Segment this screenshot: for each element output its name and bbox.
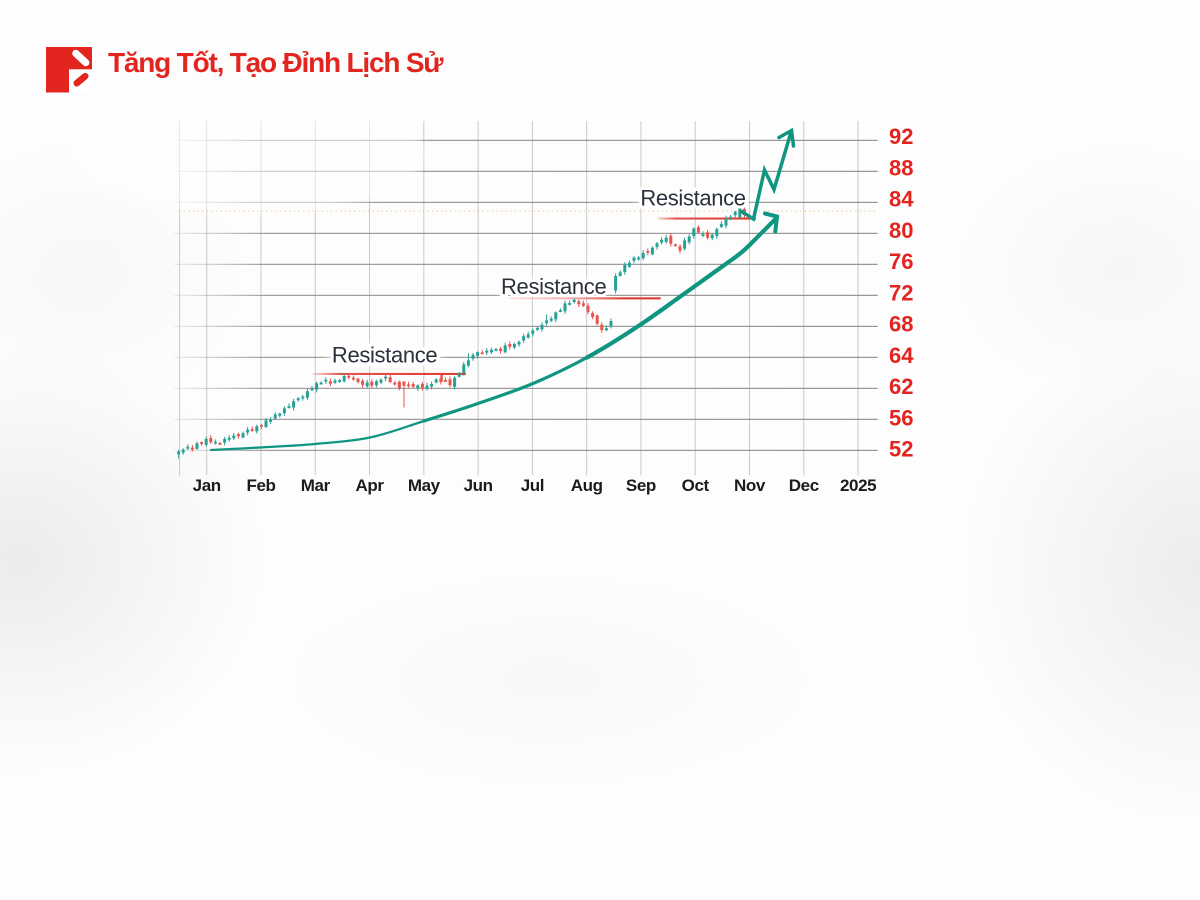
svg-text:92: 92 — [889, 124, 913, 149]
svg-text:52: 52 — [889, 437, 913, 462]
svg-text:80: 80 — [889, 218, 913, 243]
svg-text:Tăng Tốt, Tạo Đỉnh Lịch Sử: Tăng Tốt, Tạo Đỉnh Lịch Sử — [108, 47, 444, 78]
svg-text:Jun: Jun — [464, 476, 493, 495]
svg-text:Dec: Dec — [789, 476, 819, 495]
svg-text:76: 76 — [889, 249, 913, 274]
svg-text:May: May — [408, 476, 441, 495]
svg-text:Resistance: Resistance — [332, 343, 437, 368]
svg-text:Feb: Feb — [246, 476, 275, 495]
svg-text:72: 72 — [889, 280, 913, 305]
svg-text:Jul: Jul — [521, 476, 544, 495]
svg-text:56: 56 — [889, 405, 913, 430]
svg-text:2025: 2025 — [840, 476, 876, 495]
svg-text:68: 68 — [889, 312, 913, 337]
svg-text:62: 62 — [889, 374, 913, 399]
svg-text:64: 64 — [889, 343, 914, 368]
svg-text:Sep: Sep — [626, 476, 656, 495]
svg-text:Oct: Oct — [682, 476, 710, 495]
svg-text:Nov: Nov — [734, 476, 766, 495]
svg-text:88: 88 — [889, 156, 913, 181]
svg-text:Resistance: Resistance — [640, 186, 745, 211]
svg-text:Mar: Mar — [301, 476, 331, 495]
svg-text:Resistance: Resistance — [501, 274, 606, 299]
svg-text:84: 84 — [889, 187, 914, 212]
svg-text:Jan: Jan — [193, 476, 221, 495]
svg-text:Aug: Aug — [571, 476, 603, 495]
svg-text:Apr: Apr — [355, 476, 384, 495]
